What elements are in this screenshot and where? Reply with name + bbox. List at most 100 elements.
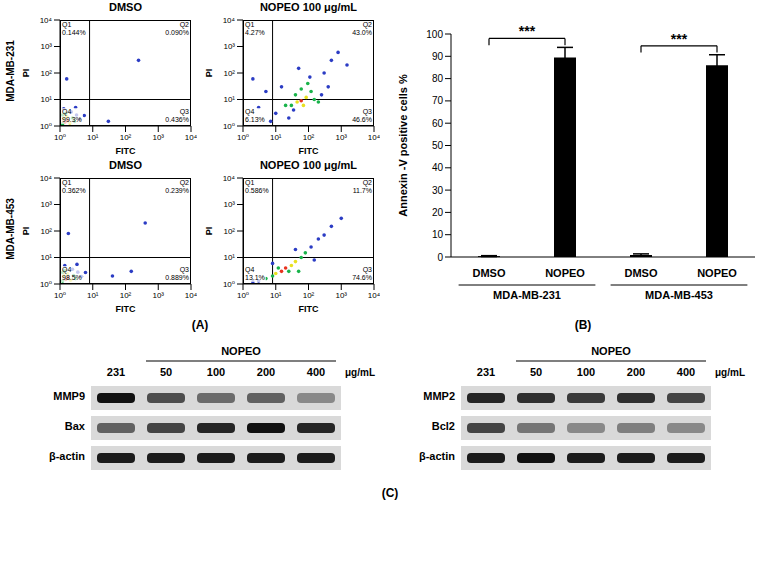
svg-text:DMSO: DMSO: [625, 267, 658, 279]
svg-text:Bax: Bax: [65, 420, 86, 432]
svg-text:PI: PI: [205, 69, 214, 78]
svg-text:400: 400: [677, 366, 695, 378]
svg-text:10⁰: 10⁰: [40, 280, 52, 289]
html-text:0.144%: 0.144%: [62, 29, 86, 36]
svg-text:60: 60: [432, 118, 444, 129]
svg-text:10¹: 10¹: [40, 253, 52, 262]
html-text:NOPEO 100 μg/mL: NOPEO 100 μg/mL: [259, 159, 358, 171]
svg-text:NOPEO: NOPEO: [545, 267, 585, 279]
html-text:Q2: Q2: [179, 21, 189, 28]
svg-text:NOPEO: NOPEO: [221, 345, 261, 357]
svg-text:MDA-MB-453: MDA-MB-453: [5, 198, 16, 260]
svg-text:10⁰: 10⁰: [223, 280, 235, 289]
svg-text:40: 40: [432, 162, 444, 173]
svg-text:10²: 10²: [303, 291, 315, 300]
svg-text:10³: 10³: [40, 42, 52, 51]
svg-text:NOPEO: NOPEO: [591, 345, 631, 357]
svg-text:MDA-MB-453: MDA-MB-453: [645, 289, 713, 301]
svg-text:0: 0: [437, 252, 443, 263]
svg-text:β-actin: β-actin: [49, 450, 85, 462]
html-text:(B): (B): [574, 318, 592, 332]
svg-text:10¹: 10¹: [87, 133, 99, 142]
svg-text:100: 100: [207, 366, 225, 378]
svg-text:FITC: FITC: [299, 146, 319, 156]
svg-text:10³: 10³: [40, 200, 52, 209]
svg-text:PI: PI: [22, 227, 31, 236]
svg-text:10²: 10²: [223, 69, 235, 78]
svg-text:FITC: FITC: [116, 304, 136, 314]
svg-text:FITC: FITC: [299, 304, 319, 314]
svg-text:10⁴: 10⁴: [185, 291, 197, 300]
svg-text:FITC: FITC: [116, 146, 136, 156]
svg-text:MDA-MB-231: MDA-MB-231: [5, 40, 16, 102]
svg-text:50: 50: [160, 366, 172, 378]
svg-text:10⁰: 10⁰: [237, 133, 249, 142]
svg-text:MMP2: MMP2: [423, 390, 455, 402]
svg-text:231: 231: [107, 366, 125, 378]
svg-text:10¹: 10¹: [223, 253, 235, 262]
html-text:Q1: Q1: [62, 21, 72, 28]
svg-text:10⁰: 10⁰: [54, 291, 66, 300]
svg-text:DMSO: DMSO: [473, 267, 506, 279]
svg-text:MMP9: MMP9: [53, 390, 85, 402]
svg-text:200: 200: [257, 366, 275, 378]
svg-text:10⁰: 10⁰: [237, 291, 249, 300]
svg-text:50: 50: [432, 140, 444, 151]
svg-text:β-actin: β-actin: [419, 450, 455, 462]
svg-text:10³: 10³: [152, 291, 164, 300]
svg-text:10¹: 10¹: [87, 291, 99, 300]
svg-text:10³: 10³: [223, 42, 235, 51]
svg-text:200: 200: [627, 366, 645, 378]
html-text:(C): (C): [381, 486, 399, 500]
svg-text:10²: 10²: [120, 291, 132, 300]
svg-text:10³: 10³: [152, 133, 164, 142]
svg-text:10⁰: 10⁰: [223, 122, 235, 131]
svg-text:10²: 10²: [223, 227, 235, 236]
html-text:NOPEO 100 μg/mL: NOPEO 100 μg/mL: [259, 1, 358, 13]
svg-text:10⁴: 10⁴: [40, 16, 53, 25]
svg-text:10¹: 10¹: [40, 95, 52, 104]
svg-text:10¹: 10¹: [223, 95, 235, 104]
svg-text:10²: 10²: [40, 69, 52, 78]
html-text:DMSO: DMSO: [109, 159, 142, 171]
svg-text:10⁴: 10⁴: [40, 174, 53, 183]
svg-text:***: ***: [519, 23, 536, 39]
svg-text:10¹: 10¹: [270, 291, 282, 300]
svg-text:70: 70: [432, 95, 444, 106]
svg-text:400: 400: [307, 366, 325, 378]
svg-text:10²: 10²: [40, 227, 52, 236]
svg-text:50: 50: [530, 366, 542, 378]
svg-text:PI: PI: [205, 227, 214, 236]
svg-text:NOPEO: NOPEO: [697, 267, 737, 279]
svg-text:10⁴: 10⁴: [368, 291, 380, 300]
svg-text:μg/mL: μg/mL: [345, 367, 375, 378]
svg-text:231: 231: [477, 366, 495, 378]
svg-text:***: ***: [671, 31, 688, 47]
svg-text:PI: PI: [22, 69, 31, 78]
svg-text:10²: 10²: [303, 133, 315, 142]
svg-text:10⁴: 10⁴: [185, 133, 197, 142]
svg-text:10²: 10²: [120, 133, 132, 142]
svg-text:10⁴: 10⁴: [368, 133, 380, 142]
svg-text:20: 20: [432, 207, 444, 218]
svg-text:Bcl2: Bcl2: [432, 420, 455, 432]
svg-text:Annexin -V positive cells %: Annexin -V positive cells %: [397, 74, 409, 217]
svg-text:10⁴: 10⁴: [223, 16, 236, 25]
html-text:(A): (A): [191, 318, 209, 332]
svg-text:10⁰: 10⁰: [54, 133, 66, 142]
html-text:DMSO: DMSO: [109, 1, 142, 13]
svg-text:μg/mL: μg/mL: [715, 367, 745, 378]
svg-text:10⁰: 10⁰: [40, 122, 52, 131]
svg-text:10⁴: 10⁴: [223, 174, 236, 183]
svg-text:10¹: 10¹: [270, 133, 282, 142]
svg-text:10³: 10³: [335, 291, 347, 300]
svg-text:100: 100: [577, 366, 595, 378]
svg-text:90: 90: [432, 51, 444, 62]
svg-text:80: 80: [432, 73, 444, 84]
svg-text:100: 100: [426, 29, 443, 40]
svg-text:10³: 10³: [335, 133, 347, 142]
svg-text:30: 30: [432, 185, 444, 196]
svg-text:MDA-MB-231: MDA-MB-231: [493, 289, 561, 301]
svg-text:10³: 10³: [223, 200, 235, 209]
svg-text:10: 10: [432, 229, 444, 240]
